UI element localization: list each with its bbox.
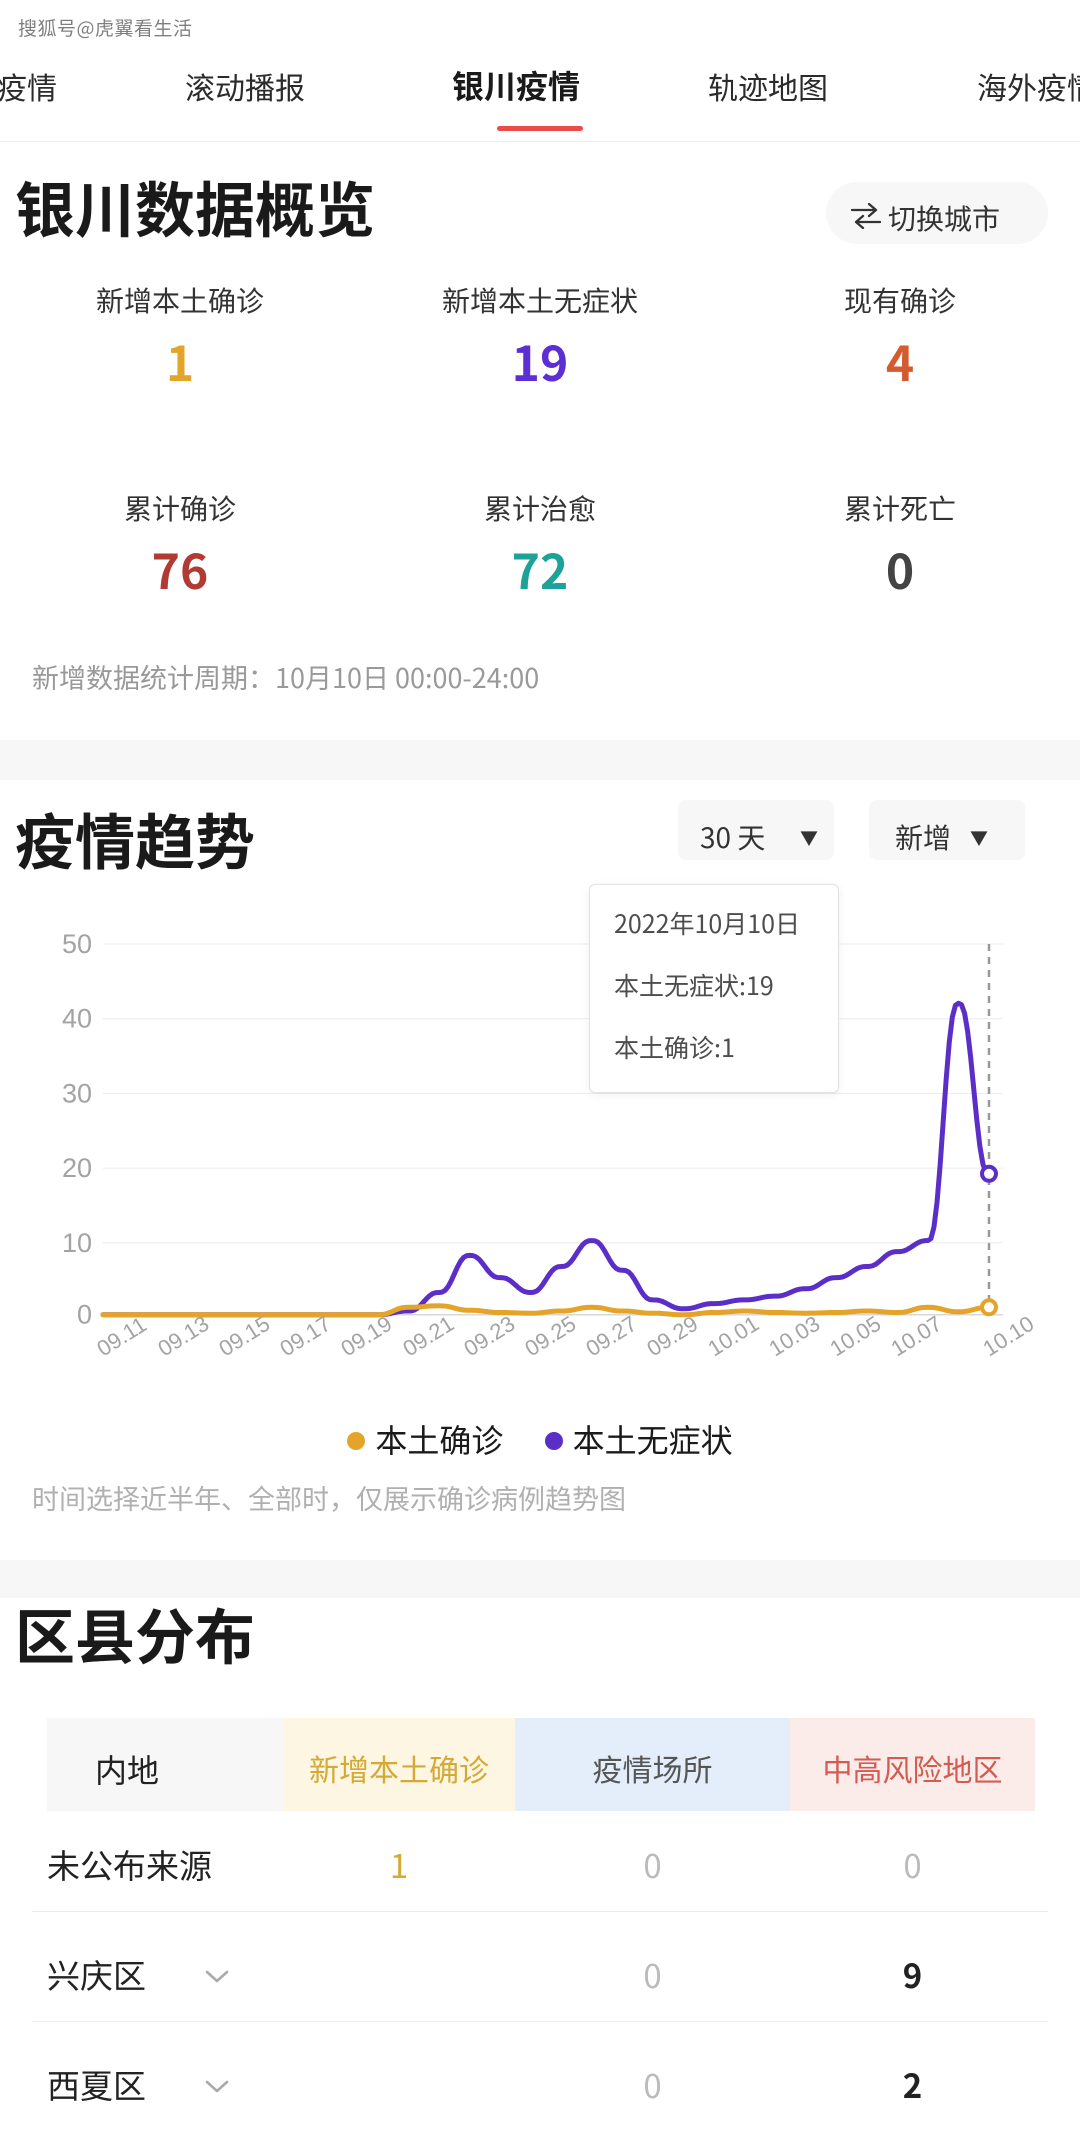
svg-text:40: 40 (62, 1004, 92, 1034)
svg-text:09.25: 09.25 (520, 1311, 580, 1361)
svg-text:09.11: 09.11 (92, 1312, 151, 1362)
svg-text:09.15: 09.15 (214, 1311, 274, 1361)
svg-text:10.10: 10.10 (978, 1311, 1038, 1361)
svg-text:50: 50 (62, 929, 92, 959)
svg-text:0: 0 (77, 1300, 92, 1330)
svg-text:09.19: 09.19 (336, 1311, 396, 1361)
svg-text:09.27: 09.27 (581, 1311, 641, 1361)
svg-text:09.21: 09.21 (398, 1311, 458, 1361)
svg-text:10.05: 10.05 (825, 1311, 885, 1361)
svg-text:10.01: 10.01 (703, 1311, 763, 1361)
svg-text:30: 30 (62, 1078, 92, 1108)
svg-text:09.29: 09.29 (642, 1311, 702, 1361)
svg-text:10.07: 10.07 (886, 1311, 946, 1361)
svg-text:09.23: 09.23 (459, 1311, 519, 1361)
svg-text:10.03: 10.03 (764, 1311, 824, 1361)
svg-text:20: 20 (62, 1153, 92, 1183)
svg-text:09.17: 09.17 (275, 1311, 335, 1361)
svg-text:09.13: 09.13 (153, 1311, 213, 1361)
svg-text:10: 10 (62, 1228, 92, 1258)
